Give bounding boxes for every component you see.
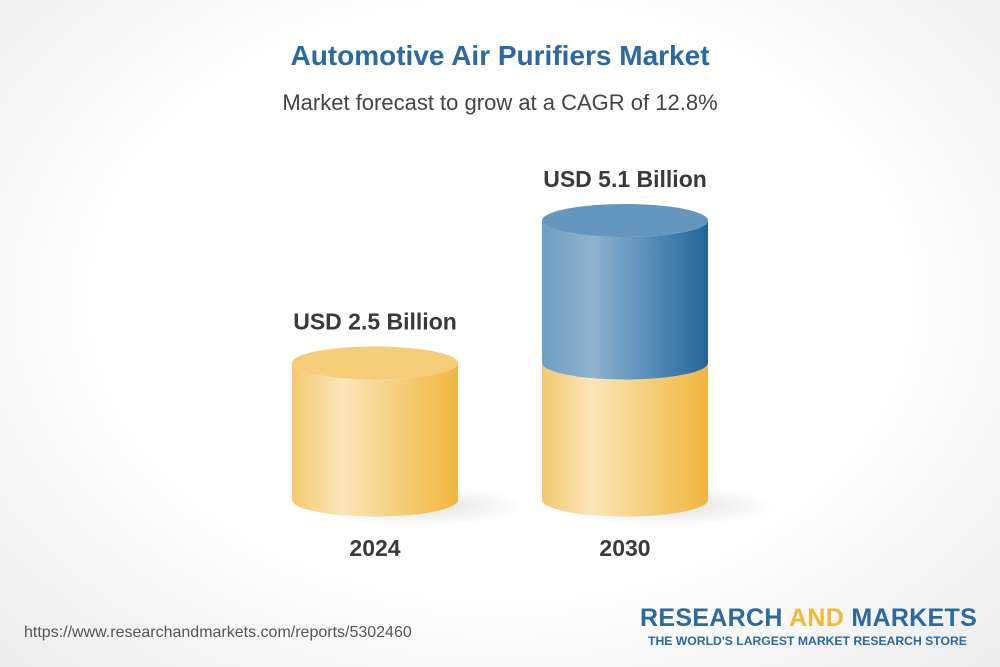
category-label: 2030: [599, 535, 650, 561]
data-label: USD 2.5 Billion: [293, 309, 457, 335]
bar-growth-segment-2030: [542, 220, 708, 380]
chart-subtitle: Market forecast to grow at a CAGR of 12.…: [282, 90, 718, 115]
bar-top-2030: [542, 204, 708, 238]
logo-text-markets: MARKETS: [844, 604, 978, 632]
report-url[interactable]: https://www.researchandmarkets.com/repor…: [24, 624, 412, 641]
logo-text-and: AND: [789, 604, 845, 632]
logo-text: RESEARCH: [640, 604, 790, 632]
chart-title: Automotive Air Purifiers Market: [290, 40, 710, 71]
data-label: USD 5.1 Billion: [543, 166, 707, 192]
category-label: 2024: [349, 535, 400, 561]
research-and-markets-logo: RESEARCH AND MARKETS THE WORLD'S LARGEST…: [640, 604, 978, 648]
bar-2024: [292, 363, 458, 517]
bar-base-segment-2030: [542, 363, 708, 517]
logo-tagline: THE WORLD'S LARGEST MARKET RESEARCH STOR…: [648, 634, 967, 648]
bar-top-2024: [292, 346, 458, 380]
